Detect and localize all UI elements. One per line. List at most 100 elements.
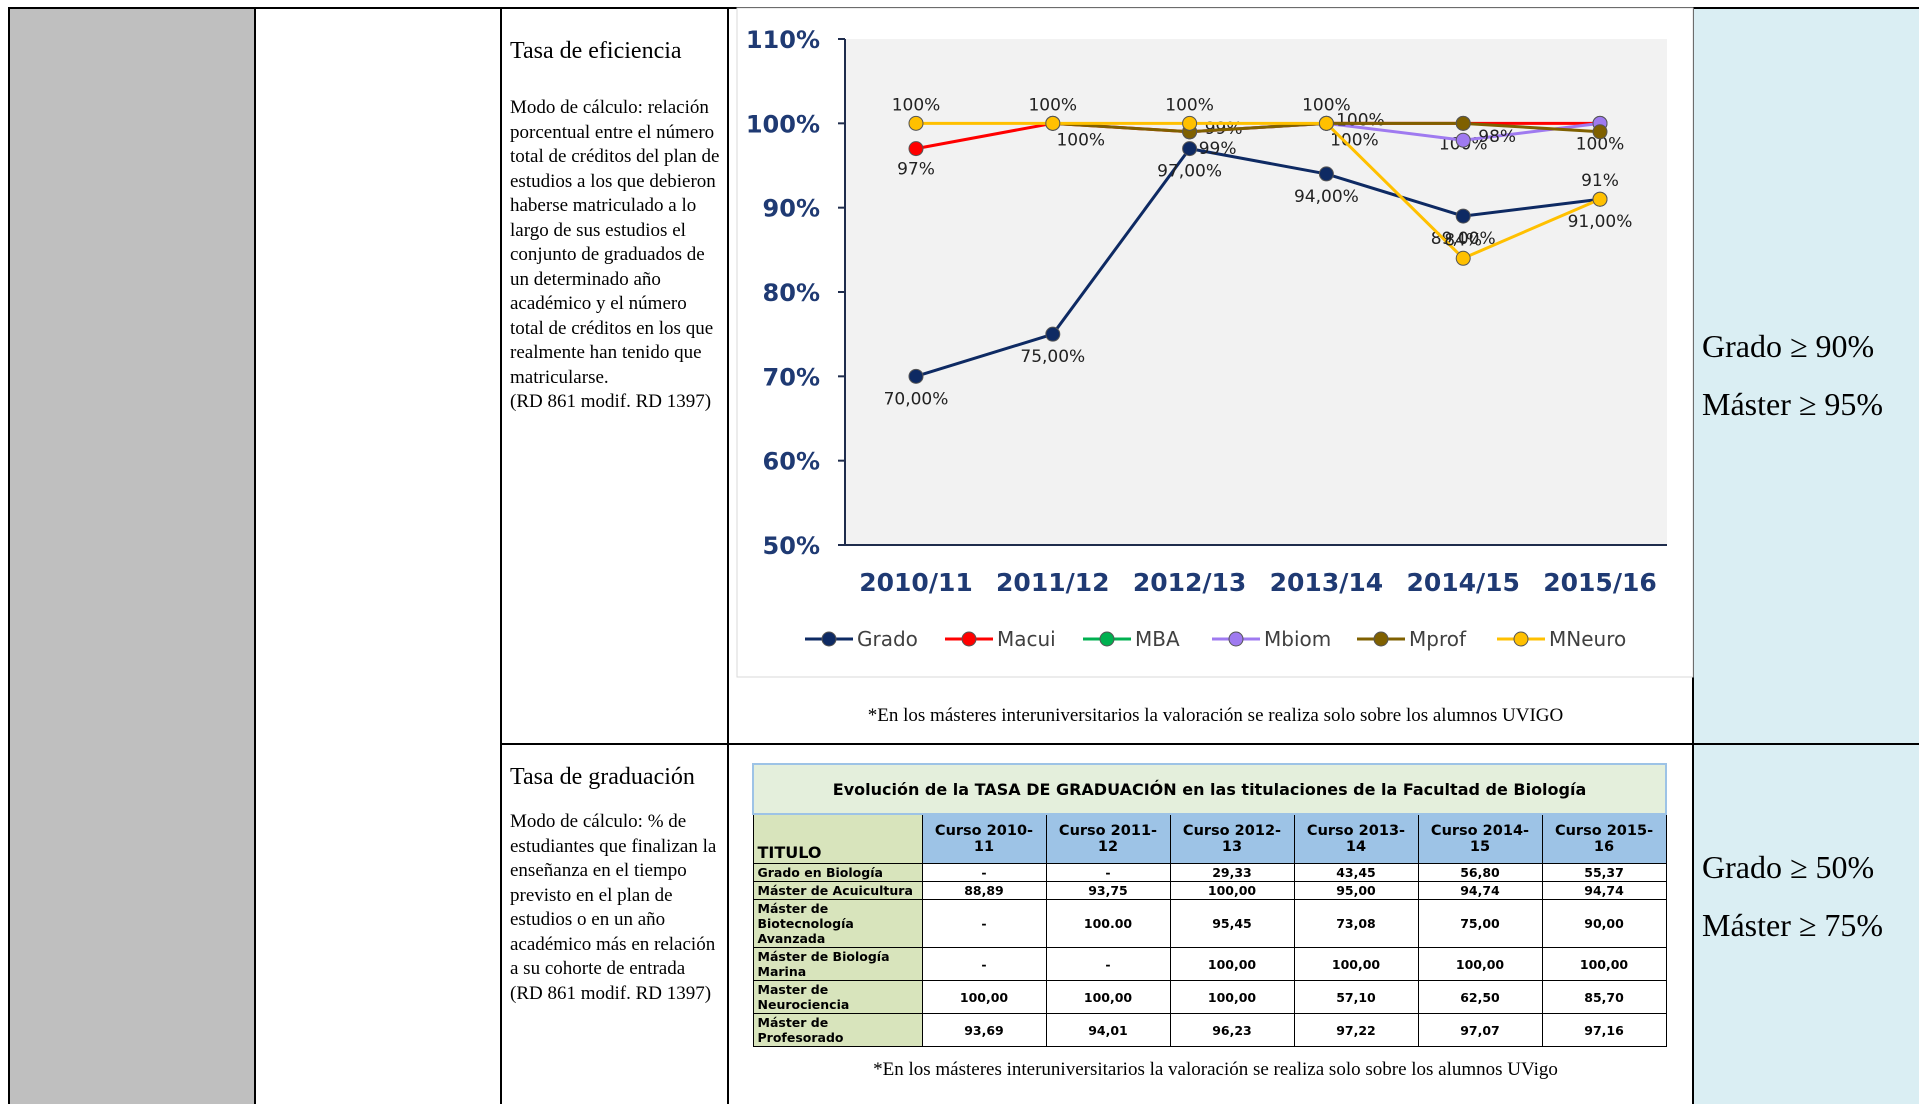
table-cell: - — [1045, 947, 1171, 981]
section-title: Tasa de graduación — [510, 764, 695, 790]
data-point — [1592, 124, 1608, 140]
reference: (RD 861 modif. RD 1397) — [510, 982, 712, 1004]
x-tick-label: 2014/15 — [1406, 568, 1520, 597]
data-label: 100% — [1330, 130, 1379, 150]
table-cell: 56,80 — [1417, 863, 1543, 882]
data-point — [908, 115, 924, 131]
table-cell: - — [921, 899, 1047, 948]
legend-label: Grado — [857, 627, 918, 651]
data-label: 100% — [1165, 95, 1214, 115]
table-cell: 85,70 — [1541, 980, 1667, 1014]
x-tick-label: 2011/12 — [996, 568, 1110, 597]
data-label: 91% — [1581, 171, 1619, 191]
header-cell: Curso 2012-13 — [1169, 813, 1295, 864]
table-row: Master de Neurociencia 100,00 100,00 100,00… — [752, 980, 1667, 1014]
table-cell: Máster de Acuicultura — [752, 881, 923, 900]
data-point — [1182, 115, 1198, 131]
header-cell: TITULO — [752, 813, 923, 864]
table-row: Máster de Acuicultura 88,89 93,75 100,00 95,… — [752, 881, 1667, 900]
data-label: 100% — [1336, 110, 1385, 130]
table-cell: 62,50 — [1417, 980, 1543, 1014]
data-point — [1318, 115, 1334, 131]
x-tick-label: 2015/16 — [1543, 568, 1657, 597]
table-cell: 93,69 — [921, 1013, 1047, 1047]
table-cell: Master de Neurociencia — [752, 980, 923, 1014]
data-point — [1182, 141, 1198, 157]
border — [254, 7, 256, 1104]
data-label: 91,00% — [1568, 212, 1633, 232]
table-cell: Grado en Biología — [752, 863, 923, 882]
table-cell: 94,74 — [1417, 881, 1543, 900]
y-tick-label: 60% — [763, 448, 820, 476]
table-cell: 55,37 — [1541, 863, 1667, 882]
table-row: Máster de Biología Marina - -100,00 100,00 1… — [752, 947, 1667, 981]
data-point — [1455, 208, 1471, 224]
target: Máster ≥ 95% — [1702, 386, 1884, 422]
data-label: 94,00% — [1294, 187, 1359, 207]
table-cell: 100,00 — [1169, 980, 1295, 1014]
y-tick-label: 90% — [763, 195, 820, 223]
y-tick-label: 50% — [763, 532, 820, 560]
data-label: 97% — [897, 160, 935, 180]
header-cell: Curso 2013-14 — [1293, 813, 1419, 864]
table-cell: 100,00 — [1045, 980, 1171, 1014]
table-row: Grado en Biología - -29,33 43,45 56,80 55,37 — [752, 863, 1667, 882]
data-label: 75,00% — [1020, 347, 1085, 367]
data-label: 97,00% — [1157, 162, 1222, 182]
legend-marker — [1228, 631, 1244, 647]
table-cell: 100,00 — [921, 980, 1047, 1014]
table-cell: 100,00 — [1541, 947, 1667, 981]
data-label: 84% — [1444, 230, 1482, 250]
graduation-table: Evolución de la TASA DE GRADUACIÓN en la… — [751, 763, 1668, 1047]
table-cell: - — [921, 947, 1047, 981]
table-cell: 97,07 — [1417, 1013, 1543, 1047]
reference: (RD 861 modif. RD 1397) — [510, 391, 712, 412]
section-title: Tasa de eficiencia — [510, 38, 682, 64]
data-label: 100% — [1302, 95, 1351, 115]
gray-column — [10, 8, 255, 1104]
data-point — [908, 368, 924, 384]
table-cell: 97,16 — [1541, 1013, 1667, 1047]
header-row: TITULO Curso 2010-11 Curso 2011-12 Curso 20… — [752, 813, 1667, 864]
table-cell: 73,08 — [1293, 899, 1419, 948]
target: Grado ≥ 90% — [1702, 328, 1875, 364]
footnote: *En los másteres interuniversitarios la … — [873, 1059, 1558, 1080]
legend-label: Macui — [997, 627, 1056, 651]
table-cell: 100,00 — [1169, 947, 1295, 981]
border — [727, 7, 729, 1104]
description: Modo de cálculo: % de estudiantes que fi… — [510, 811, 717, 979]
title-row: Evolución de la TASA DE GRADUACIÓN en la… — [751, 763, 1668, 815]
header-cell: Curso 2015-16 — [1541, 813, 1667, 864]
data-point — [1455, 132, 1471, 148]
section-description: Modo de cálculo: % de estudiantes que fi… — [510, 810, 722, 1006]
header-cell: Curso 2011-12 — [1045, 813, 1171, 864]
legend-marker — [961, 631, 977, 647]
x-tick-label: 2013/14 — [1270, 568, 1384, 597]
data-point — [1592, 191, 1608, 207]
table-cell: Máster de Profesorado — [752, 1013, 923, 1047]
y-tick-label: 110% — [746, 26, 820, 54]
legend-label: Mprof — [1409, 627, 1467, 651]
table-cell: 100,00 — [1293, 947, 1419, 981]
footnote: *En los másteres interuniversitarios la … — [867, 705, 1564, 726]
data-point — [1455, 250, 1471, 266]
border — [501, 743, 1919, 745]
description: Modo de cálculo: relación porcentual ent… — [510, 97, 720, 388]
legend-marker — [821, 631, 837, 647]
legend-marker — [1099, 631, 1115, 647]
data-label: 99% — [1199, 139, 1237, 159]
data-label: 98% — [1478, 127, 1516, 147]
y-tick-label: 80% — [763, 279, 820, 307]
section-description: Modo de cálculo: relación porcentual ent… — [510, 96, 722, 415]
legend-label: MBA — [1135, 627, 1180, 651]
legend-label: MNeuro — [1549, 627, 1626, 651]
table-cell: 97,22 — [1293, 1013, 1419, 1047]
data-point — [1318, 166, 1334, 182]
series-line — [916, 121, 1601, 261]
target-column — [1693, 8, 1919, 1104]
table-cell: 95,00 — [1293, 881, 1419, 900]
data-label: 70,00% — [884, 389, 949, 409]
chart: 50% 60% 70% 80% 90% 100% 110% 2010/11 2011/12 201… — [736, 7, 1694, 678]
table-cell: 96,23 — [1169, 1013, 1295, 1047]
